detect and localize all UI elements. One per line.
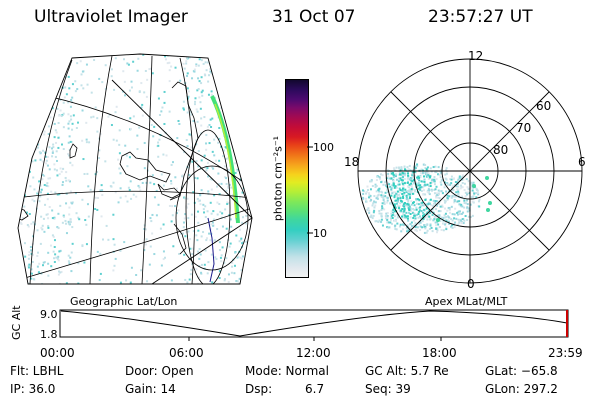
mode-info: Mode: Normal (245, 364, 329, 378)
emission-spot (486, 208, 490, 212)
gain-info: Gain: 14 (125, 382, 176, 396)
mlt-label-18: 18 (344, 155, 359, 169)
mlt-label-6: 6 (578, 155, 586, 169)
glon-info: GLon: 297.2 (485, 382, 558, 396)
seq-info: Seq: 39 (365, 382, 411, 396)
mlt-label-12: 12 (468, 49, 483, 63)
door-info: Door: Open (125, 364, 194, 378)
geographic-map-label: Geographic Lat/Lon (70, 295, 178, 308)
glat-info: GLat: −65.8 (485, 364, 558, 378)
emission-spot (472, 184, 476, 188)
time-tick-0000: 00:00 (40, 346, 75, 360)
gc-alt-info: GC Alt: 5.7 Re (365, 364, 449, 378)
altitude-curve (60, 310, 568, 337)
filter-info: Flt: LBHL (10, 364, 64, 378)
map-frame (17, 53, 253, 285)
polar-emission-speckle (361, 163, 492, 234)
geographic-map (17, 53, 253, 285)
lat-label-60: 60 (536, 99, 551, 113)
colorbar (285, 79, 309, 278)
time-tick-0600: 06:00 (169, 346, 204, 360)
emission-spot (485, 176, 489, 180)
mlt-label-0: 0 (467, 277, 475, 291)
time-tick-1800: 18:00 (422, 346, 457, 360)
dsp-label: Dsp: (245, 382, 273, 396)
emission-spot (436, 218, 440, 222)
colorbar-tick-10: 10 (313, 227, 327, 240)
altitude-plot: 9.0 1.8 GC Alt (10, 305, 569, 341)
emission-spot (488, 201, 492, 205)
time-label: 23:57:27 UT (428, 7, 533, 27)
time-tick-1200: 12:00 (296, 346, 331, 360)
ip-info: IP: 36.0 (10, 382, 56, 396)
polar-map-label: Apex MLat/MLT (425, 295, 508, 308)
dsp-value: 6.7 (305, 382, 325, 396)
date-label: 31 Oct 07 (272, 7, 356, 27)
alt-tick-9: 9.0 (40, 308, 58, 321)
time-tick-2359: 23:59 (548, 346, 583, 360)
instrument-title: Ultraviolet Imager (34, 7, 188, 27)
colorbar-label: photon cm⁻²s⁻¹ (271, 135, 285, 222)
polar-plot: 12 18 6 0 60 70 80 (344, 49, 586, 291)
lat-label-70: 70 (516, 121, 531, 135)
aurora-emission-speckle (18, 54, 252, 284)
alt-axis-label: GC Alt (10, 305, 23, 340)
alt-tick-1-8: 1.8 (40, 328, 58, 341)
colorbar-tick-100: 100 (313, 141, 334, 154)
lat-label-80: 80 (493, 143, 508, 157)
